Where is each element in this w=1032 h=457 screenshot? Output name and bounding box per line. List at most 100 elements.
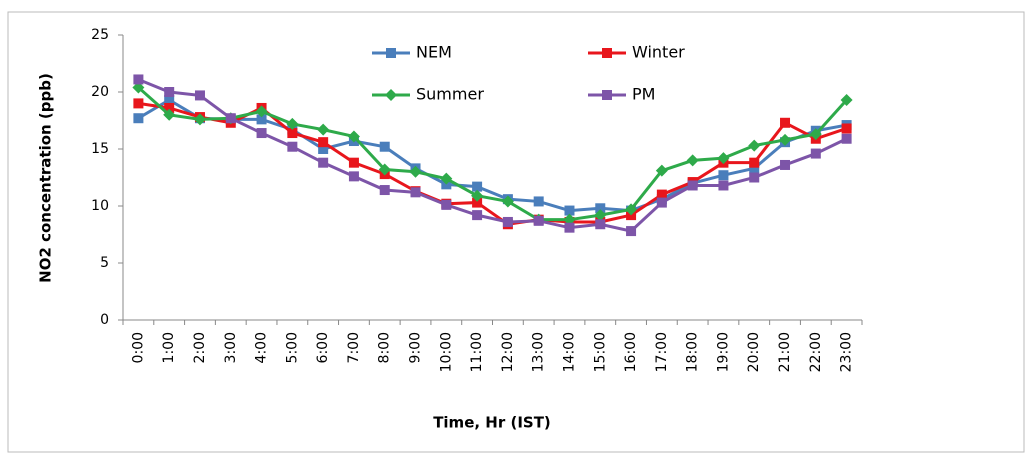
marker — [164, 87, 175, 97]
marker — [164, 102, 175, 113]
legend-marker — [386, 48, 396, 58]
marker — [379, 141, 390, 152]
legend-marker — [602, 90, 612, 100]
x-tick-label: 1:00 — [161, 332, 177, 363]
marker — [655, 164, 668, 177]
marker — [318, 157, 329, 168]
marker — [594, 209, 607, 222]
marker — [749, 157, 760, 168]
series-line — [138, 101, 848, 226]
marker — [810, 148, 821, 159]
marker — [595, 203, 606, 214]
marker — [348, 157, 359, 168]
series-line — [137, 98, 847, 213]
legend-label: NEM — [416, 43, 452, 62]
marker — [840, 93, 853, 106]
marker — [133, 98, 144, 109]
x-tick-label: 16:00 — [623, 332, 639, 372]
x-tick-label: 10:00 — [438, 332, 454, 372]
marker — [472, 210, 483, 221]
marker — [502, 216, 513, 227]
marker — [471, 189, 484, 202]
y-tick-label: 0 — [100, 312, 109, 328]
marker — [748, 139, 761, 152]
y-tick-label: 5 — [100, 255, 109, 271]
x-tick-label: 15:00 — [592, 332, 608, 372]
marker — [318, 137, 329, 148]
marker — [255, 105, 268, 118]
x-tick-label: 4:00 — [254, 332, 270, 363]
marker — [441, 199, 452, 210]
marker — [348, 171, 359, 182]
marker — [286, 117, 299, 130]
marker — [718, 180, 729, 191]
series-line — [137, 86, 848, 222]
marker — [533, 215, 544, 226]
marker — [347, 130, 360, 143]
marker — [193, 113, 206, 126]
marker — [163, 108, 176, 121]
marker — [564, 205, 575, 216]
marker — [317, 123, 330, 136]
marker — [779, 133, 792, 146]
marker — [440, 172, 453, 185]
marker — [256, 114, 267, 125]
x-tick-label: 17:00 — [654, 332, 670, 372]
legend-label: Winter — [632, 43, 685, 62]
x-tick-label: 3:00 — [223, 332, 239, 363]
x-tick-label: 14:00 — [561, 332, 577, 372]
marker — [194, 90, 205, 101]
marker — [686, 154, 699, 167]
x-tick-label: 19:00 — [715, 332, 731, 372]
marker — [378, 163, 391, 176]
marker — [318, 144, 329, 154]
marker — [287, 141, 298, 152]
marker — [626, 226, 637, 237]
legend-label: Summer — [416, 85, 484, 104]
x-tick-label: 18:00 — [685, 332, 701, 372]
series-line — [137, 78, 848, 233]
marker — [780, 159, 791, 170]
marker — [625, 203, 638, 216]
x-tick-label: 7:00 — [346, 332, 362, 363]
marker — [472, 197, 483, 208]
marker — [687, 180, 698, 191]
x-tick-label: 6:00 — [315, 332, 331, 363]
x-tick-label: 13:00 — [531, 332, 547, 372]
legend-marker — [602, 48, 612, 58]
marker — [656, 197, 667, 208]
marker — [225, 113, 236, 124]
marker — [133, 74, 144, 85]
x-tick-label: 2:00 — [192, 332, 208, 363]
y-tick-label: 10 — [91, 198, 109, 214]
legend-marker — [385, 89, 397, 101]
x-tick-label: 22:00 — [808, 332, 824, 372]
marker — [133, 113, 144, 124]
marker — [164, 94, 175, 105]
y-axis-title: NO2 concentration (ppb) — [37, 73, 55, 283]
y-tick-label: 20 — [91, 84, 109, 100]
marker — [533, 196, 544, 207]
chart-frame — [7, 11, 1025, 453]
y-tick-label: 25 — [91, 27, 109, 43]
marker — [472, 181, 483, 192]
x-tick-label: 9:00 — [408, 332, 424, 363]
legend-label: PM — [632, 85, 655, 104]
x-tick-label: 23:00 — [839, 332, 855, 372]
marker — [256, 128, 267, 139]
marker — [287, 128, 298, 139]
marker — [595, 219, 606, 230]
x-tick-label: 5:00 — [284, 332, 300, 363]
x-tick-label: 20:00 — [746, 332, 762, 372]
x-tick-label: 8:00 — [377, 332, 393, 363]
x-tick-label: 21:00 — [777, 332, 793, 372]
marker — [809, 128, 822, 141]
marker — [410, 187, 421, 198]
marker — [749, 172, 760, 183]
x-axis-title: Time, Hr (IST) — [433, 414, 551, 432]
marker — [656, 189, 667, 200]
marker — [564, 222, 575, 233]
marker — [718, 170, 729, 181]
